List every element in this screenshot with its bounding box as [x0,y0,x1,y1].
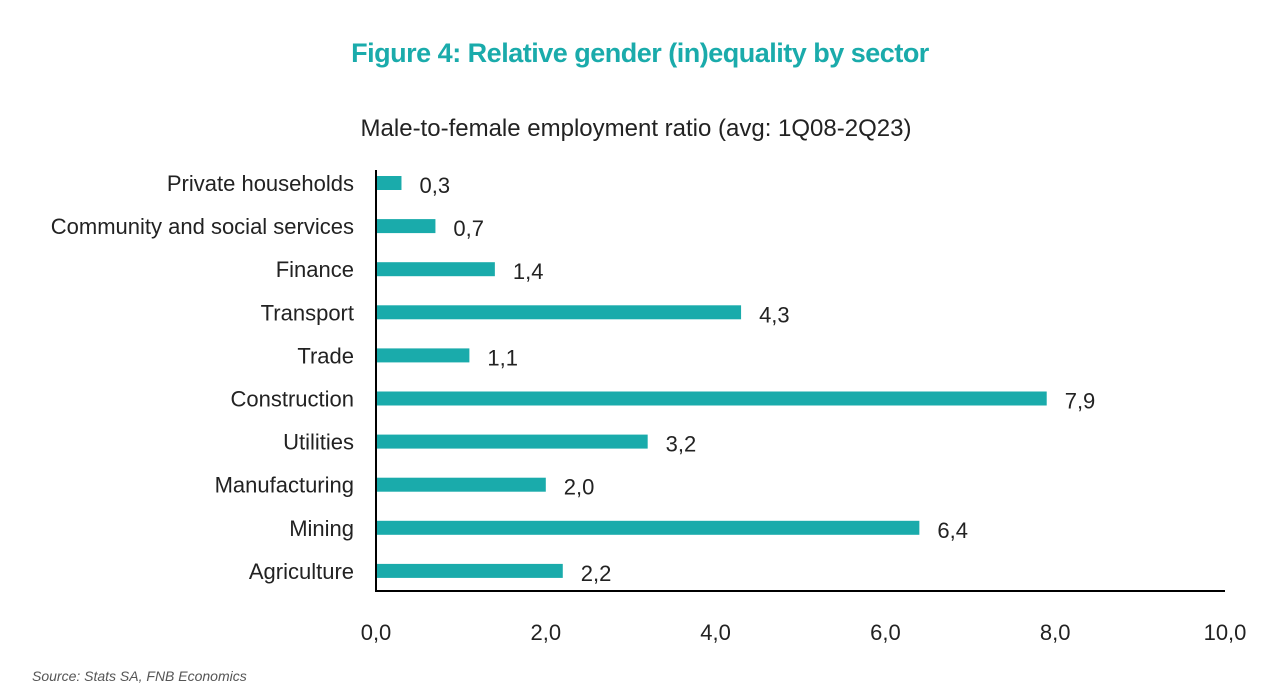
category-label: Trade [297,343,354,368]
x-tick-label: 10,0 [1204,620,1247,645]
value-label: 2,2 [581,561,612,586]
value-labels: 0,30,7 1,4 4,3 1,1 7,9 3,2 2,0 6,4 2,2 [419,173,1095,586]
x-tick-label: 0,0 [361,620,392,645]
bar [376,348,470,363]
x-tick-label: 6,0 [870,620,901,645]
figure-title: Figure 4: Relative gender (in)equality b… [351,38,929,68]
category-label: Agriculture [249,559,354,584]
category-label: Transport [261,300,354,325]
bar [376,434,648,449]
bar [376,563,563,578]
x-tick-label: 4,0 [700,620,731,645]
value-label: 2,0 [564,475,595,500]
category-label: Manufacturing [215,473,354,498]
bar [376,305,742,320]
category-labels: Private households Community and social s… [51,171,354,584]
value-label: 1,1 [487,345,518,370]
value-label: 7,9 [1065,389,1096,414]
bar [376,176,402,190]
value-label: 0,3 [419,173,450,198]
value-label: 0,7 [453,216,484,241]
bar [376,477,546,492]
category-label: Private households [167,171,354,196]
bars-group [376,176,1047,578]
category-label: Mining [289,516,354,541]
x-tick-label: 2,0 [531,620,562,645]
bar [376,219,436,234]
chart-title: Male-to-female employment ratio (avg: 1Q… [360,115,912,142]
value-label: 4,3 [759,302,790,327]
category-label: Construction [230,387,354,412]
category-label: Utilities [283,430,354,455]
value-label: 3,2 [666,432,697,457]
source-note: Source: Stats SA, FNB Economics [32,668,247,684]
value-label: 6,4 [937,518,968,543]
category-label: Finance [276,257,354,282]
x-tick-label: 8,0 [1040,620,1071,645]
value-label: 1,4 [513,259,544,284]
bar [376,520,920,535]
bar [376,391,1047,406]
category-label: Community and social services [51,214,354,239]
bar [376,262,495,277]
x-tick-labels: 0,0 2,0 4,0 6,0 8,0 10,0 [361,620,1247,645]
